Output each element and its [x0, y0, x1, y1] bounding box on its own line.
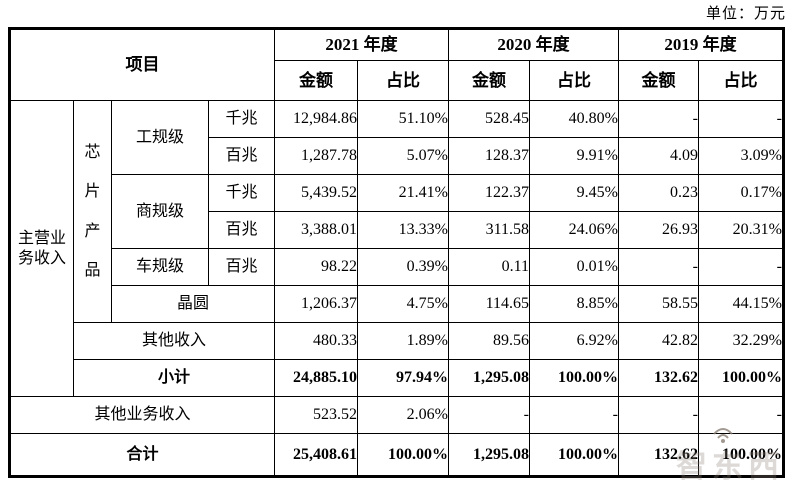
amount-cell: 25,408.61 [274, 433, 358, 477]
table-row-industrial-hundred: 百兆 1,287.78 5.07% 128.37 9.91% 4.09 3.09… [10, 137, 784, 175]
table-header-row-years: 项目 2021 年度 2020 年度 2019 年度 [9, 28, 784, 101]
ratio-cell: - [698, 396, 784, 434]
amount-cell: 0.23 [618, 174, 699, 212]
ratio-cell: 51.10% [357, 100, 449, 138]
table-header-row-subcols: 金额 占比 金额 占比 金额 占比 [10, 60, 784, 101]
table-row-subtotal: 小计 24,885.10 97.94% 1,295.08 100.00% 132… [10, 359, 784, 397]
amount-cell: 24,885.10 [274, 359, 358, 397]
row-label-gigabit: 千兆 [208, 174, 275, 212]
item-header: 项目 [9, 28, 275, 101]
ratio-cell: 13.33% [357, 211, 449, 249]
row-label-hundred: 百兆 [208, 248, 275, 286]
amount-cell: 528.45 [448, 100, 530, 138]
group-label-automotive-grade: 车规级 [111, 248, 209, 286]
ratio-cell: - [698, 100, 784, 138]
table-row-industrial-gigabit: 主营业务收入 芯片产品 工规级 千兆 12,984.86 51.10% 528.… [9, 100, 784, 397]
ratio-cell: 21.41% [357, 174, 449, 212]
amount-cell: 311.58 [448, 211, 530, 249]
amount-header-2019: 金额 [618, 60, 699, 101]
ratio-cell: 2.06% [357, 396, 449, 434]
amount-cell: 98.22 [274, 248, 358, 286]
ratio-cell: 0.39% [357, 248, 449, 286]
table-row-other-business: 其他业务收入 523.52 2.06% - - - - [9, 396, 784, 434]
row-label-total: 合计 [9, 433, 275, 477]
amount-cell: 3,388.01 [274, 211, 358, 249]
row-label-other-business: 其他业务收入 [9, 396, 275, 434]
ratio-cell: 20.31% [698, 211, 784, 249]
table-row-other-income: 其他收入 480.33 1.89% 89.56 6.92% 42.82 32.2… [10, 322, 784, 360]
amount-cell: 114.65 [448, 285, 530, 323]
amount-cell: 122.37 [448, 174, 530, 212]
ratio-cell: 9.91% [529, 137, 619, 175]
ratio-cell: 97.94% [357, 359, 449, 397]
ratio-cell: 44.15% [698, 285, 784, 323]
year-header-2021: 2021 年度 [274, 28, 449, 61]
group-label-commercial-grade: 商规级 [111, 174, 209, 249]
table-row-commercial-hundred: 百兆 3,388.01 13.33% 311.58 24.06% 26.93 2… [10, 211, 784, 249]
table-row-automotive-hundred: 车规级 百兆 98.22 0.39% 0.11 0.01% - - [10, 248, 784, 286]
table-row-wafer: 晶圆 1,206.37 4.75% 114.65 8.85% 58.55 44.… [10, 285, 784, 323]
ratio-header-2019: 占比 [698, 60, 784, 101]
ratio-cell: 8.85% [529, 285, 619, 323]
amount-cell: 42.82 [618, 322, 699, 360]
amount-cell: 132.62 [618, 359, 699, 397]
group-label-main-revenue: 主营业务收入 [9, 100, 74, 397]
ratio-cell: 0.01% [529, 248, 619, 286]
table-row-commercial-gigabit: 商规级 千兆 5,439.52 21.41% 122.37 9.45% 0.23… [10, 174, 784, 249]
ratio-header-2021: 占比 [357, 60, 449, 101]
ratio-cell: 0.17% [698, 174, 784, 212]
ratio-cell: 6.92% [529, 322, 619, 360]
ratio-cell: 100.00% [357, 433, 449, 477]
amount-cell: 523.52 [274, 396, 358, 434]
ratio-cell: 9.45% [529, 174, 619, 212]
revenue-table: 项目 2021 年度 2020 年度 2019 年度 金额 占比 金额 占比 金… [8, 27, 785, 478]
unit-label: 单位：万元 [705, 6, 786, 22]
row-label-gigabit: 千兆 [208, 100, 275, 138]
amount-cell: 132.62 [618, 433, 699, 477]
ratio-header-2020: 占比 [529, 60, 619, 101]
amount-cell: - [448, 396, 530, 434]
amount-cell: - [618, 248, 699, 286]
amount-cell: 4.09 [618, 137, 699, 175]
ratio-cell: 4.75% [357, 285, 449, 323]
amount-cell: 89.56 [448, 322, 530, 360]
amount-cell: - [618, 396, 699, 434]
amount-header-2020: 金额 [448, 60, 530, 101]
amount-cell: 26.93 [618, 211, 699, 249]
table-row-total: 合计 25,408.61 100.00% 1,295.08 100.00% 13… [9, 433, 784, 477]
amount-cell: 5,439.52 [274, 174, 358, 212]
ratio-cell: - [529, 396, 619, 434]
amount-cell: 1,295.08 [448, 433, 530, 477]
amount-cell: 58.55 [618, 285, 699, 323]
year-header-2019: 2019 年度 [618, 28, 784, 61]
group-label-industrial-grade: 工规级 [111, 100, 209, 175]
row-label-hundred: 百兆 [208, 211, 275, 249]
ratio-cell: 40.80% [529, 100, 619, 138]
amount-cell: 480.33 [274, 322, 358, 360]
ratio-cell: 3.09% [698, 137, 784, 175]
ratio-cell: 5.07% [357, 137, 449, 175]
ratio-cell: 100.00% [529, 359, 619, 397]
amount-header-2021: 金额 [274, 60, 358, 101]
amount-cell: 128.37 [448, 137, 530, 175]
group-label-chip-products: 芯片产品 [73, 100, 112, 323]
year-header-2020: 2020 年度 [448, 28, 619, 61]
row-label-other-income: 其他收入 [73, 322, 275, 360]
amount-cell: 1,206.37 [274, 285, 358, 323]
row-label-wafer: 晶圆 [111, 285, 275, 323]
amount-cell: 0.11 [448, 248, 530, 286]
amount-cell: 1,287.78 [274, 137, 358, 175]
amount-cell: - [618, 100, 699, 138]
ratio-cell: - [698, 248, 784, 286]
amount-cell: 1,295.08 [448, 359, 530, 397]
ratio-cell: 100.00% [698, 359, 784, 397]
row-label-hundred: 百兆 [208, 137, 275, 175]
ratio-cell: 24.06% [529, 211, 619, 249]
ratio-cell: 32.29% [698, 322, 784, 360]
ratio-cell: 100.00% [529, 433, 619, 477]
amount-cell: 12,984.86 [274, 100, 358, 138]
ratio-cell: 100.00% [698, 433, 784, 477]
row-label-subtotal: 小计 [73, 359, 275, 397]
ratio-cell: 1.89% [357, 322, 449, 360]
